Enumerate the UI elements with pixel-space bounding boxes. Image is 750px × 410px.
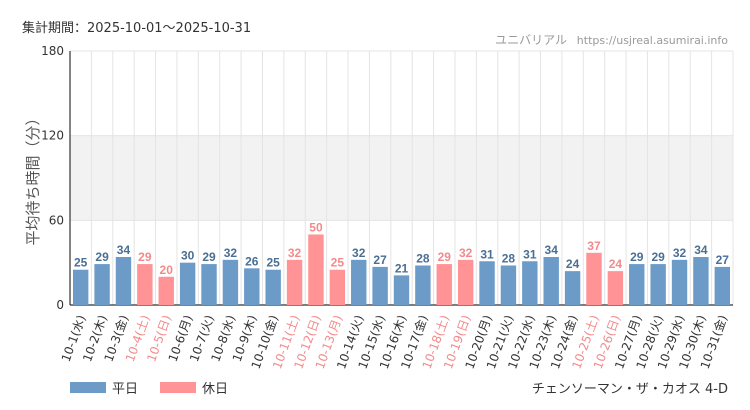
y-axis-title: 平均待ち時間（分） [24,110,42,245]
period-label: 集計期間：2025-10-01～2025-10-31 [22,21,252,36]
bar-value-label: 30 [181,249,195,263]
y-tick-label: 60 [49,213,64,227]
bar-value-label: 29 [651,250,665,264]
bar-value-label: 50 [309,220,323,234]
bar-value-label: 34 [545,243,559,257]
bar [543,257,559,305]
bar-value-label: 28 [416,251,430,265]
bar-value-label: 28 [502,251,516,265]
bar-value-label: 32 [352,246,366,260]
bar [308,234,324,305]
bar-value-label: 31 [523,247,537,261]
bar [72,269,89,305]
bar-value-label: 27 [373,253,387,267]
bar-value-label: 24 [609,257,623,271]
brand-url[interactable]: https://usjreal.asumirai.info [576,34,728,47]
bar-value-label: 32 [459,246,473,260]
shaded-band [70,135,733,221]
legend-weekday-label: 平日 [112,382,139,397]
site-brand[interactable]: ユニバリアル https://usjreal.asumirai.info [495,31,728,48]
bar-value-label: 32 [288,246,302,260]
bar [201,264,217,305]
bar [586,252,602,305]
bar [500,265,517,305]
bar-value-label: 31 [480,247,494,261]
bar-value-label: 29 [630,250,644,264]
bar-value-label: 25 [266,256,280,270]
bar [607,271,624,305]
bar [457,259,474,305]
bar [650,264,666,305]
bar [244,268,260,305]
bar [329,269,346,305]
bar [714,266,731,305]
bar-value-label: 34 [694,243,708,257]
bar [286,259,303,305]
bar-value-label: 29 [202,250,216,264]
bar [115,257,132,305]
bar-value-label: 29 [438,250,452,264]
legend-holiday-swatch [160,382,197,393]
legend-holiday[interactable]: 休日 [160,378,228,397]
bar-value-label: 25 [74,256,88,270]
bar [393,275,410,305]
bar-value-label: 21 [395,261,409,275]
bar-value-label: 29 [138,250,152,264]
bar [222,259,239,305]
bar [436,264,452,305]
bar-value-label: 27 [716,253,730,267]
bar-value-label: 34 [117,243,131,257]
bar [179,262,196,305]
legend-weekday[interactable]: 平日 [70,378,138,397]
bar [522,261,538,305]
legend: 平日 休日 [70,378,250,397]
legend-holiday-label: 休日 [202,382,229,397]
bar [137,264,153,305]
bar-value-label: 29 [95,250,109,264]
bar [415,265,431,305]
brand-name: ユニバリアル [495,33,567,47]
attraction-name: チェンソーマン・ザ・カオス 4-D [531,382,728,397]
bar-value-label: 25 [331,256,345,270]
bar-value-label: 32 [673,246,687,260]
bar [265,269,281,305]
bar [693,257,709,305]
bar-value-label: 20 [160,263,174,277]
y-tick-label: 0 [56,298,64,312]
y-tick-label: 120 [41,129,64,143]
bar [629,264,645,305]
y-tick-label: 180 [41,44,64,58]
bar [158,276,174,305]
bar [479,261,495,305]
bar [351,259,367,305]
legend-weekday-swatch [70,382,106,393]
bar-value-label: 26 [245,254,259,268]
bar-value-label: 24 [566,257,580,271]
bar-value-label: 37 [587,239,601,253]
bar [372,266,388,305]
bar-value-label: 32 [224,246,238,260]
bar [671,259,688,305]
bar [564,271,581,305]
bar [94,264,110,305]
